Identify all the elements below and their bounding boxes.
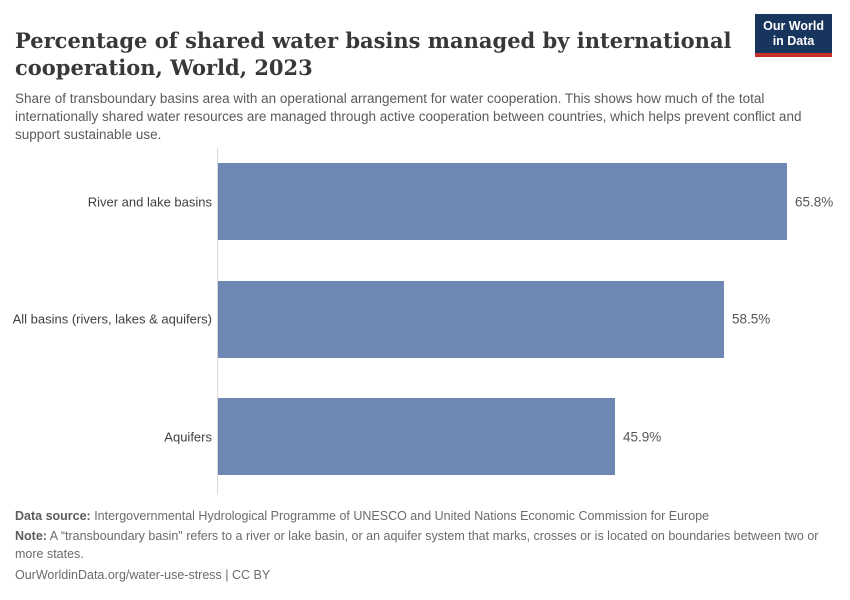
y-axis-line (217, 148, 218, 495)
bar-row: All basins (rivers, lakes & aquifers) 58.… (0, 280, 850, 358)
note-line: Note: A “transboundary basin" refers to … (15, 527, 827, 563)
data-source-label: Data source: (15, 509, 91, 523)
citation-line: OurWorldinData.org/water-use-stress | CC… (15, 568, 271, 582)
data-source-text: Intergovernmental Hydrological Programme… (90, 509, 710, 523)
bar (218, 163, 787, 240)
chart-footer: Data source: Intergovernmental Hydrologi… (15, 507, 827, 586)
category-label: All basins (rivers, lakes & aquifers) (12, 311, 212, 327)
value-label: 45.9% (623, 429, 662, 444)
page-title: Percentage of shared water basins manage… (15, 28, 732, 81)
data-source-line: Data source: Intergovernmental Hydrologi… (15, 507, 827, 525)
chart-subtitle: Share of transboundary basins area with … (15, 90, 802, 142)
bar (218, 280, 724, 358)
owid-logo-line2: in Data (772, 33, 815, 48)
value-label: 65.8% (795, 194, 834, 209)
owid-logo: Our World in Data (755, 14, 832, 57)
owid-logo-line1: Our World (763, 19, 824, 33)
bar-chart: River and lake basins 65.8% All basins (ri… (0, 148, 850, 495)
bar (218, 398, 615, 475)
value-label: 58.5% (732, 311, 771, 327)
bar-row: Aquifers 45.9% (0, 398, 850, 475)
bar-row: River and lake basins 65.8% (0, 163, 850, 240)
category-label: River and lake basins (87, 194, 212, 209)
category-label: Aquifers (164, 429, 212, 444)
note-text: A “transboundary basin" refers to a rive… (15, 529, 819, 561)
note-label: Note: (15, 529, 47, 543)
